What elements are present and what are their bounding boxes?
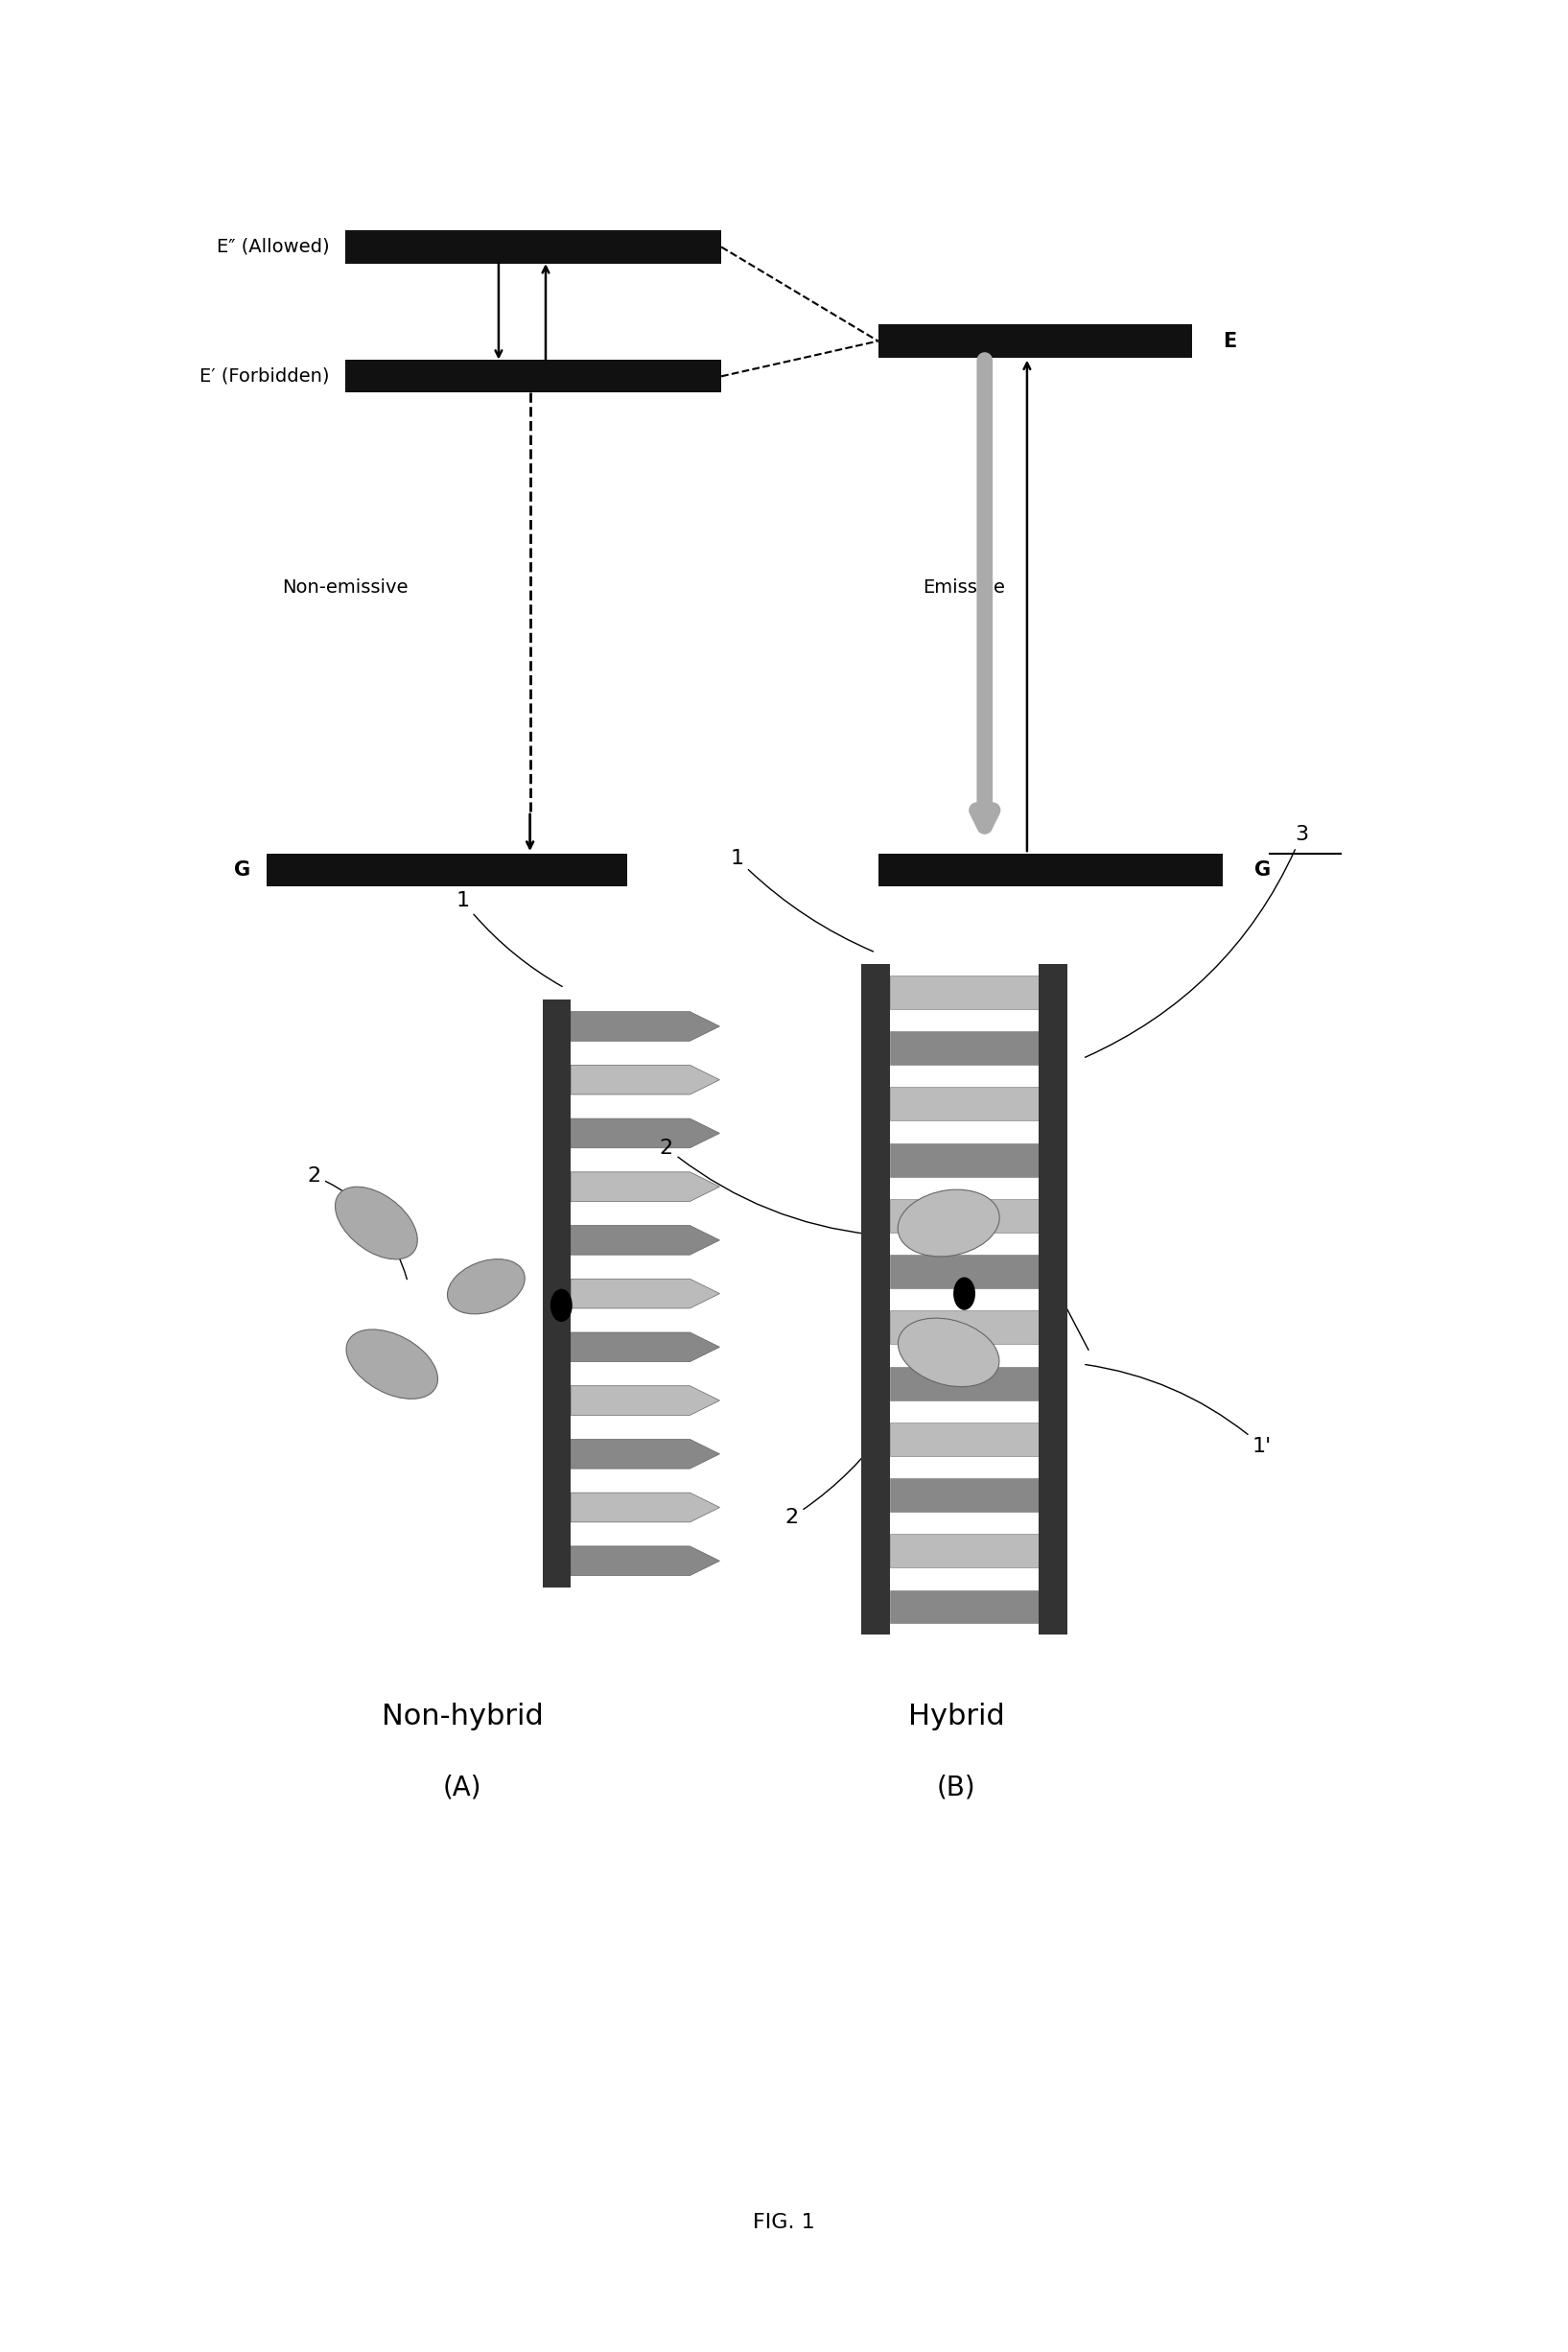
Polygon shape — [571, 1011, 720, 1042]
Text: G: G — [235, 861, 251, 880]
Ellipse shape — [336, 1188, 417, 1258]
Circle shape — [550, 1289, 572, 1322]
Bar — [891, 1087, 1040, 1122]
Bar — [891, 1534, 1040, 1566]
Bar — [891, 1590, 1040, 1623]
Bar — [543, 1000, 571, 1588]
Text: E: E — [1223, 332, 1237, 350]
Bar — [891, 976, 1040, 1009]
Text: 1: 1 — [456, 891, 563, 985]
Bar — [267, 854, 627, 887]
Polygon shape — [571, 1545, 720, 1576]
Text: Emissive: Emissive — [924, 579, 1005, 597]
Text: Non-hybrid: Non-hybrid — [381, 1703, 544, 1731]
Bar — [891, 1143, 1040, 1176]
Bar — [345, 360, 721, 393]
Text: 1: 1 — [731, 849, 873, 953]
Polygon shape — [571, 1331, 720, 1362]
Bar — [891, 1200, 1040, 1232]
Polygon shape — [571, 1120, 720, 1148]
Bar — [862, 964, 891, 1635]
Text: 2: 2 — [786, 1425, 889, 1526]
Text: Hybrid: Hybrid — [908, 1703, 1005, 1731]
Bar — [878, 325, 1192, 358]
Ellipse shape — [898, 1190, 999, 1256]
Polygon shape — [571, 1171, 720, 1202]
Polygon shape — [571, 1279, 720, 1308]
Circle shape — [953, 1277, 975, 1310]
Text: (A): (A) — [444, 1773, 481, 1802]
Bar — [891, 1367, 1040, 1399]
Bar — [891, 1310, 1040, 1343]
Polygon shape — [571, 1385, 720, 1416]
Text: 2: 2 — [307, 1167, 408, 1279]
Text: 2: 2 — [660, 1138, 872, 1235]
Ellipse shape — [898, 1317, 999, 1388]
Polygon shape — [571, 1439, 720, 1468]
Bar — [891, 1479, 1040, 1512]
Text: G: G — [1254, 861, 1270, 880]
Bar — [891, 1256, 1040, 1289]
Text: FIG. 1: FIG. 1 — [753, 2213, 815, 2232]
Ellipse shape — [447, 1258, 525, 1315]
Bar — [345, 230, 721, 263]
Bar — [891, 1033, 1040, 1065]
Bar — [1040, 964, 1068, 1635]
Bar — [878, 854, 1223, 887]
Bar — [891, 1423, 1040, 1456]
Text: 3: 3 — [1085, 826, 1308, 1058]
Polygon shape — [571, 1494, 720, 1522]
Text: Non-emissive: Non-emissive — [282, 579, 408, 597]
Polygon shape — [571, 1065, 720, 1094]
Text: E′ (Forbidden): E′ (Forbidden) — [199, 367, 329, 386]
Polygon shape — [571, 1225, 720, 1256]
Text: 1': 1' — [1085, 1364, 1272, 1456]
Ellipse shape — [347, 1329, 437, 1399]
Text: (B): (B) — [938, 1773, 975, 1802]
Text: E″ (Allowed): E″ (Allowed) — [216, 238, 329, 256]
